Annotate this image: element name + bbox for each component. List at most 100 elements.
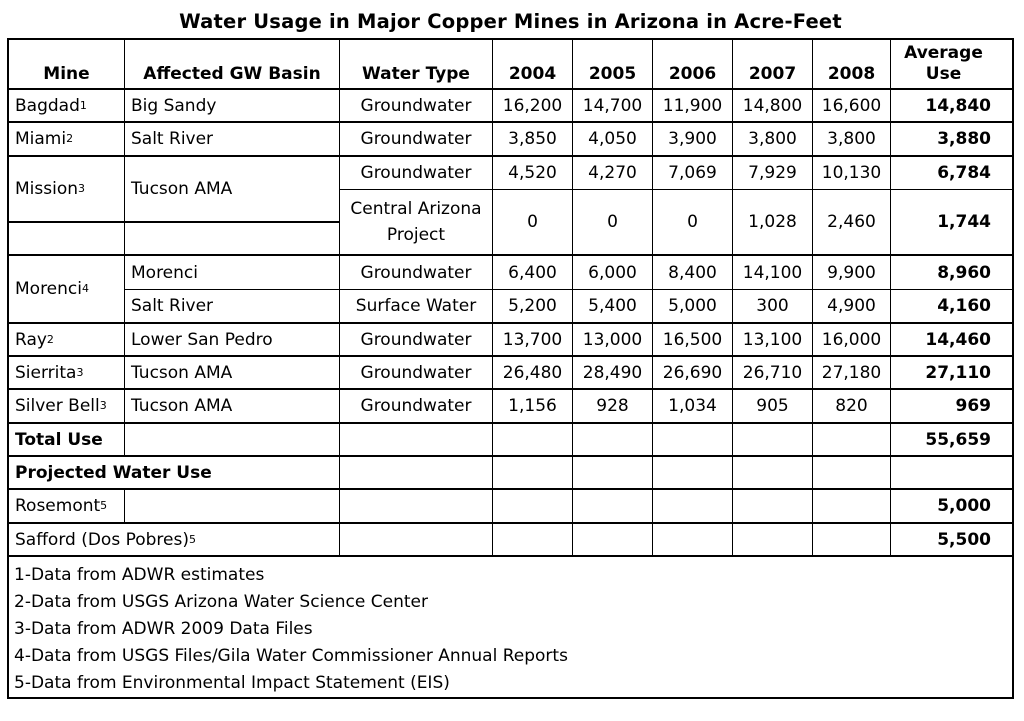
year-cell: 820 [813,390,891,424]
empty-cell [9,223,125,256]
mine-cell: Silver Bell 3 [9,390,125,424]
empty-cell [493,524,573,557]
water-type-cell: Groundwater [340,157,493,190]
year-cell: 16,500 [653,324,733,357]
year-cell: 3,800 [733,123,813,157]
table-title: Water Usage in Major Copper Mines in Ari… [179,10,842,33]
average-cell: 14,840 [891,90,1012,123]
footnote-line: 4-Data from USGS Files/Gila Water Commis… [14,646,568,666]
empty-cell [493,490,573,524]
average-cell: 8,960 [891,256,1012,290]
year-cell: 14,700 [573,90,653,123]
year-cell: 28,490 [573,357,653,390]
basin-cell: Morenci [125,256,340,290]
year-cell: 1,028 [733,190,813,256]
header-cell-2004: 2004 [493,40,573,90]
empty-cell [813,524,891,557]
year-cell: 14,800 [733,90,813,123]
empty-cell [340,424,493,457]
average-cell: 5,000 [891,490,1012,524]
year-cell: 7,069 [653,157,733,190]
year-cell: 16,200 [493,90,573,123]
year-cell: 13,100 [733,324,813,357]
basin-cell: Big Sandy [125,90,340,123]
empty-cell [493,457,573,490]
year-cell: 1,156 [493,390,573,424]
year-cell: 6,000 [573,256,653,290]
year-cell: 8,400 [653,256,733,290]
water-type-cell: Central Arizona Project [340,190,493,256]
mine-cell: Rosemont 5 [9,490,125,524]
mine-cell: Safford (Dos Pobres) 5 [9,524,340,557]
water-type-cell: Groundwater [340,324,493,357]
mine-cell: Morenci 4 [9,256,125,324]
year-cell: 3,800 [813,123,891,157]
empty-cell [813,457,891,490]
empty-cell [573,524,653,557]
year-cell: 26,480 [493,357,573,390]
empty-cell [493,424,573,457]
year-cell: 10,130 [813,157,891,190]
mine-cell: Mission 3 [9,157,125,223]
empty-cell [573,490,653,524]
year-cell: 5,400 [573,290,653,324]
year-cell: 2,460 [813,190,891,256]
year-cell: 16,600 [813,90,891,123]
projected-water-use-label: Projected Water Use [9,457,340,490]
header-cell-2007: 2007 [733,40,813,90]
empty-cell [340,490,493,524]
average-cell: 6,784 [891,157,1012,190]
empty-cell [733,457,813,490]
empty-cell [733,524,813,557]
mine-cell: Ray 2 [9,324,125,357]
empty-cell [573,457,653,490]
year-cell: 905 [733,390,813,424]
year-cell: 3,850 [493,123,573,157]
average-cell: 27,110 [891,357,1012,390]
water-usage-table: Mine Affected GW Basin Water Type 2004 2… [7,38,1014,699]
average-cell: 5,500 [891,524,1012,557]
year-cell: 26,710 [733,357,813,390]
water-type-cell: Groundwater [340,90,493,123]
basin-cell: Lower San Pedro [125,324,340,357]
footnote-line: 2-Data from USGS Arizona Water Science C… [14,592,428,612]
year-cell: 1,034 [653,390,733,424]
year-cell: 9,900 [813,256,891,290]
year-cell: 13,000 [573,324,653,357]
empty-cell [340,524,493,557]
basin-cell: Salt River [125,290,340,324]
year-cell: 4,520 [493,157,573,190]
year-cell: 3,900 [653,123,733,157]
year-cell: 4,050 [573,123,653,157]
mine-cell: Sierrita 3 [9,357,125,390]
footnote-line: 3-Data from ADWR 2009 Data Files [14,619,313,639]
year-cell: 26,690 [653,357,733,390]
empty-cell [891,457,1012,490]
header-cell-2006: 2006 [653,40,733,90]
average-cell: 969 [891,390,1012,424]
year-cell: 0 [573,190,653,256]
empty-cell [813,490,891,524]
total-use-label: Total Use [9,424,125,457]
year-cell: 11,900 [653,90,733,123]
year-cell: 300 [733,290,813,324]
year-cell: 27,180 [813,357,891,390]
year-cell: 5,200 [493,290,573,324]
empty-cell [340,457,493,490]
empty-cell [573,424,653,457]
footnote-line: 5-Data from Environmental Impact Stateme… [14,673,450,693]
basin-cell: Salt River [125,123,340,157]
footnote-line: 1-Data from ADWR estimates [14,565,265,585]
water-type-cell: Groundwater [340,357,493,390]
water-type-cell: Surface Water [340,290,493,324]
year-cell: 4,270 [573,157,653,190]
empty-cell [125,424,340,457]
header-cell-mine: Mine [9,40,125,90]
footnotes-block: 1-Data from ADWR estimates 2-Data from U… [9,557,1012,697]
year-cell: 928 [573,390,653,424]
year-cell: 5,000 [653,290,733,324]
header-cell-basin: Affected GW Basin [125,40,340,90]
empty-cell [125,490,340,524]
empty-cell [653,424,733,457]
